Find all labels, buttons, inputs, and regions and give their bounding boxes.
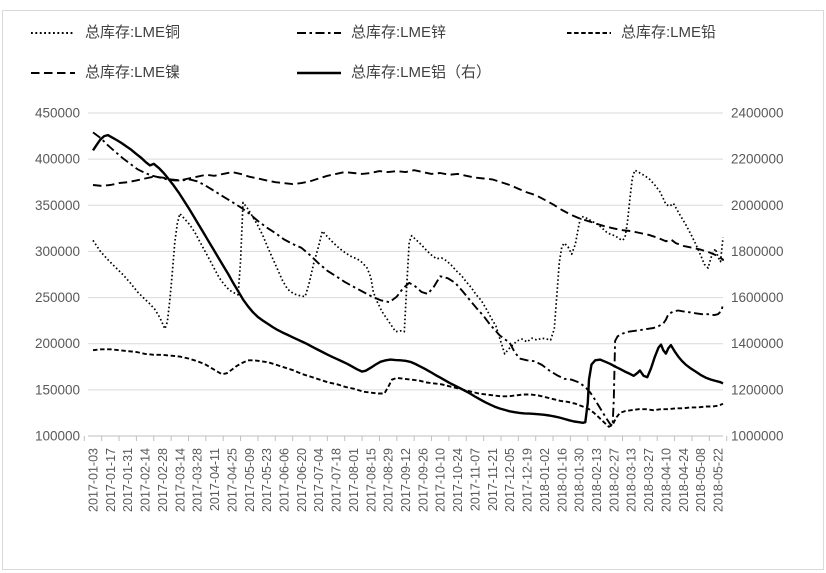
series-line-nickel — [92, 169, 724, 261]
left-axis-tick-label: 400000 — [35, 152, 80, 167]
right-axis-tick-label: 1800000 — [731, 244, 784, 259]
x-axis-tick-label: 2018-02-27 — [607, 448, 621, 512]
copper-line-swatch — [31, 32, 75, 34]
x-axis-tick-label: 2017-08-01 — [347, 448, 361, 512]
x-axis-tick-label: 2018-05-08 — [694, 448, 708, 512]
legend-item-lme-nickel: 总库存:LME镍 — [30, 64, 180, 82]
x-axis-tick-label: 2018-05-22 — [712, 448, 726, 512]
x-axis-tick-label: 2017-08-15 — [364, 448, 378, 512]
x-axis-tick-label: 2017-10-24 — [451, 448, 465, 512]
x-axis-tick-label: 2017-02-14 — [139, 448, 153, 512]
x-axis-tick-label: 2017-03-14 — [173, 448, 187, 512]
lead-line-swatch — [567, 32, 611, 34]
x-axis-tick-label: 2018-03-13 — [625, 448, 639, 512]
right-axis-tick-label: 1000000 — [731, 429, 784, 444]
left-axis-tick-label: 250000 — [35, 290, 80, 305]
legend-label-aluminum: 总库存:LME铝（右） — [351, 64, 492, 81]
aluminum-line-swatch — [297, 71, 341, 75]
x-axis-tick-label: 2017-10-10 — [434, 448, 448, 512]
left-axis-tick-label: 100000 — [35, 429, 80, 444]
left-axis-tick-label: 450000 — [35, 106, 80, 121]
x-axis-tick-label: 2017-11-07 — [468, 448, 482, 511]
x-axis-tick-label: 2018-01-16 — [555, 448, 569, 512]
x-axis-tick-label: 2018-01-30 — [573, 448, 587, 512]
x-axis-tick-label: 2017-09-12 — [399, 448, 413, 512]
series-line-zinc — [92, 131, 724, 427]
x-axis-tick-label: 2017-09-26 — [416, 448, 430, 512]
x-axis-tick-label: 2017-01-03 — [87, 448, 101, 512]
right-axis-tick-label: 2400000 — [731, 106, 784, 121]
legend-item-lme-lead: 总库存:LME铅 — [566, 24, 716, 42]
x-axis-tick-label: 2017-01-17 — [104, 448, 118, 512]
x-axis-tick-label: 2018-04-24 — [677, 448, 691, 512]
right-axis-tick-label: 2000000 — [731, 198, 784, 213]
legend-item-lme-aluminum: 总库存:LME铝（右） — [296, 64, 491, 82]
x-axis-tick-label: 2018-04-10 — [659, 448, 673, 512]
legend-item-lme-zinc: 总库存:LME锌 — [296, 24, 446, 42]
x-axis-tick-label: 2017-05-09 — [243, 448, 257, 512]
legend-item-lme-copper: 总库存:LME铜 — [30, 24, 180, 42]
right-axis-tick-label: 1200000 — [731, 382, 784, 397]
x-axis-tick-label: 2017-05-23 — [260, 448, 274, 512]
x-axis-tick-label: 2017-06-06 — [277, 448, 291, 512]
legend-label-copper: 总库存:LME铜 — [85, 24, 181, 41]
series-line-lead — [92, 348, 724, 428]
x-axis-tick-label: 2017-01-31 — [121, 448, 135, 512]
legend-label-lead: 总库存:LME铅 — [621, 24, 717, 41]
x-axis-tick-label: 2018-03-27 — [642, 448, 656, 512]
x-axis-tick-label: 2018-02-13 — [590, 448, 604, 512]
x-axis-tick-label: 2017-04-11 — [208, 448, 222, 511]
x-axis-tick-label: 2017-02-28 — [156, 448, 170, 512]
x-axis-tick-label: 2017-12-19 — [521, 448, 535, 512]
x-axis-tick-label: 2017-11-21 — [486, 448, 500, 511]
nickel-line-swatch — [31, 72, 75, 74]
right-axis-tick-label: 1600000 — [731, 290, 784, 305]
x-axis-tick-label: 2017-07-18 — [330, 448, 344, 512]
left-axis-tick-label: 200000 — [35, 336, 80, 351]
x-axis-tick-label: 2017-06-20 — [295, 448, 309, 512]
x-axis-tick-label: 2017-03-28 — [191, 448, 205, 512]
zinc-line-swatch — [297, 32, 341, 34]
x-axis-tick-label: 2017-12-05 — [503, 448, 517, 512]
x-axis-tick-label: 2017-07-04 — [312, 448, 326, 512]
left-axis-tick-label: 350000 — [35, 198, 80, 213]
left-axis-tick-label: 300000 — [35, 244, 80, 259]
right-axis-tick-label: 2200000 — [731, 152, 784, 167]
series-line-aluminum — [91, 133, 724, 424]
x-axis-tick-label: 2018-01-02 — [538, 448, 552, 512]
x-axis-tick-label: 2017-04-25 — [225, 448, 239, 512]
legend-label-zinc: 总库存:LME锌 — [351, 24, 447, 41]
x-axis-tick-label: 2017-08-29 — [382, 448, 396, 512]
series-line-copper — [92, 169, 724, 355]
legend-label-nickel: 总库存:LME镍 — [85, 64, 181, 81]
left-axis-tick-label: 150000 — [35, 382, 80, 397]
right-axis-tick-label: 1400000 — [731, 336, 784, 351]
